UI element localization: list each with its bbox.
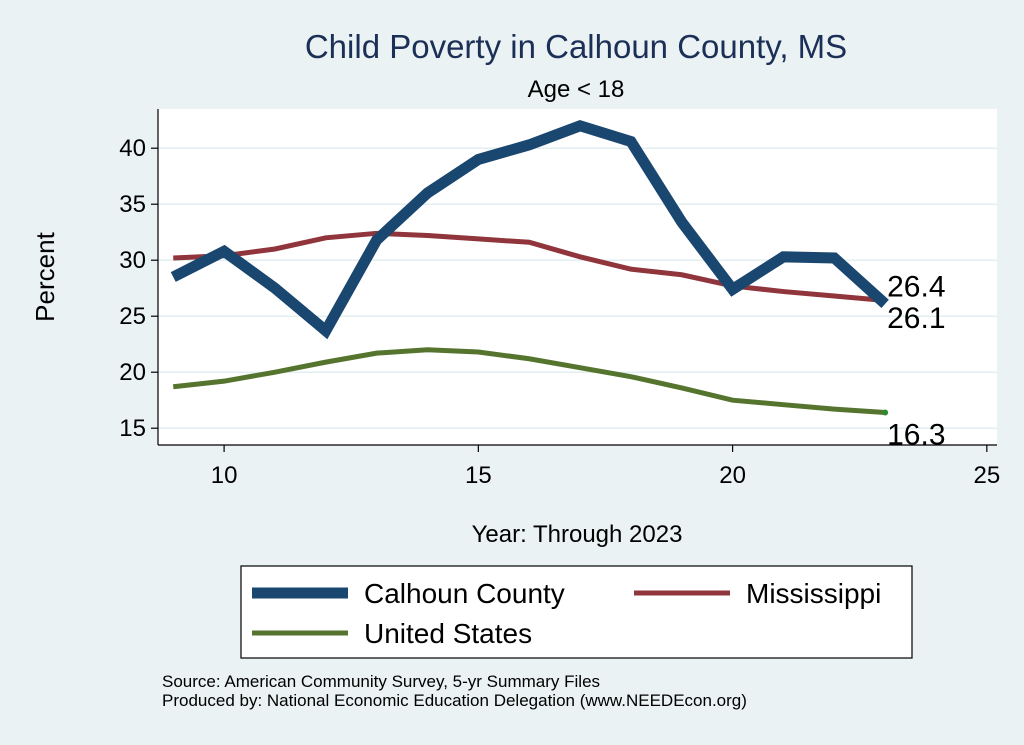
y-tick-label: 30	[119, 247, 146, 274]
us-end-marker	[882, 409, 889, 416]
y-axis-label: Percent	[30, 231, 60, 321]
y-tick-label: 20	[119, 359, 146, 386]
series-line-united-states	[172, 347, 886, 416]
x-axis-label: Year: Through 2023	[472, 521, 683, 548]
legend-box	[240, 565, 913, 659]
x-tick-label: 25	[973, 462, 1000, 489]
legend-label: Mississippi	[746, 578, 881, 609]
source-note: Source: American Community Survey, 5-yr …	[162, 672, 747, 710]
x-tick-label: 15	[465, 462, 492, 489]
chart-title: Child Poverty in Calhoun County, MS	[304, 28, 848, 65]
chart-subtitle: Age < 18	[527, 76, 625, 103]
plot-area	[158, 109, 997, 445]
y-tick-label: 25	[119, 303, 146, 330]
end-label-united-states: 16.3	[887, 419, 945, 452]
y-tick-label: 40	[119, 135, 146, 162]
source-line: Source: American Community Survey, 5-yr …	[162, 672, 601, 691]
producer-line: Produced by: National Economic Education…	[162, 691, 747, 710]
end-label-calhoun-county: 26.1	[887, 302, 945, 335]
end-label-mississippi: 26.4	[887, 271, 945, 304]
y-tick-label: 35	[119, 191, 146, 218]
x-tick-label: 20	[719, 462, 746, 489]
series-line-calhoun-county	[170, 119, 889, 340]
legend-label: Calhoun County	[364, 578, 565, 609]
x-tick-label: 10	[211, 462, 238, 489]
legend-label: United States	[364, 618, 532, 649]
y-tick-label: 15	[119, 415, 146, 442]
series-line-mississippi	[173, 230, 886, 304]
